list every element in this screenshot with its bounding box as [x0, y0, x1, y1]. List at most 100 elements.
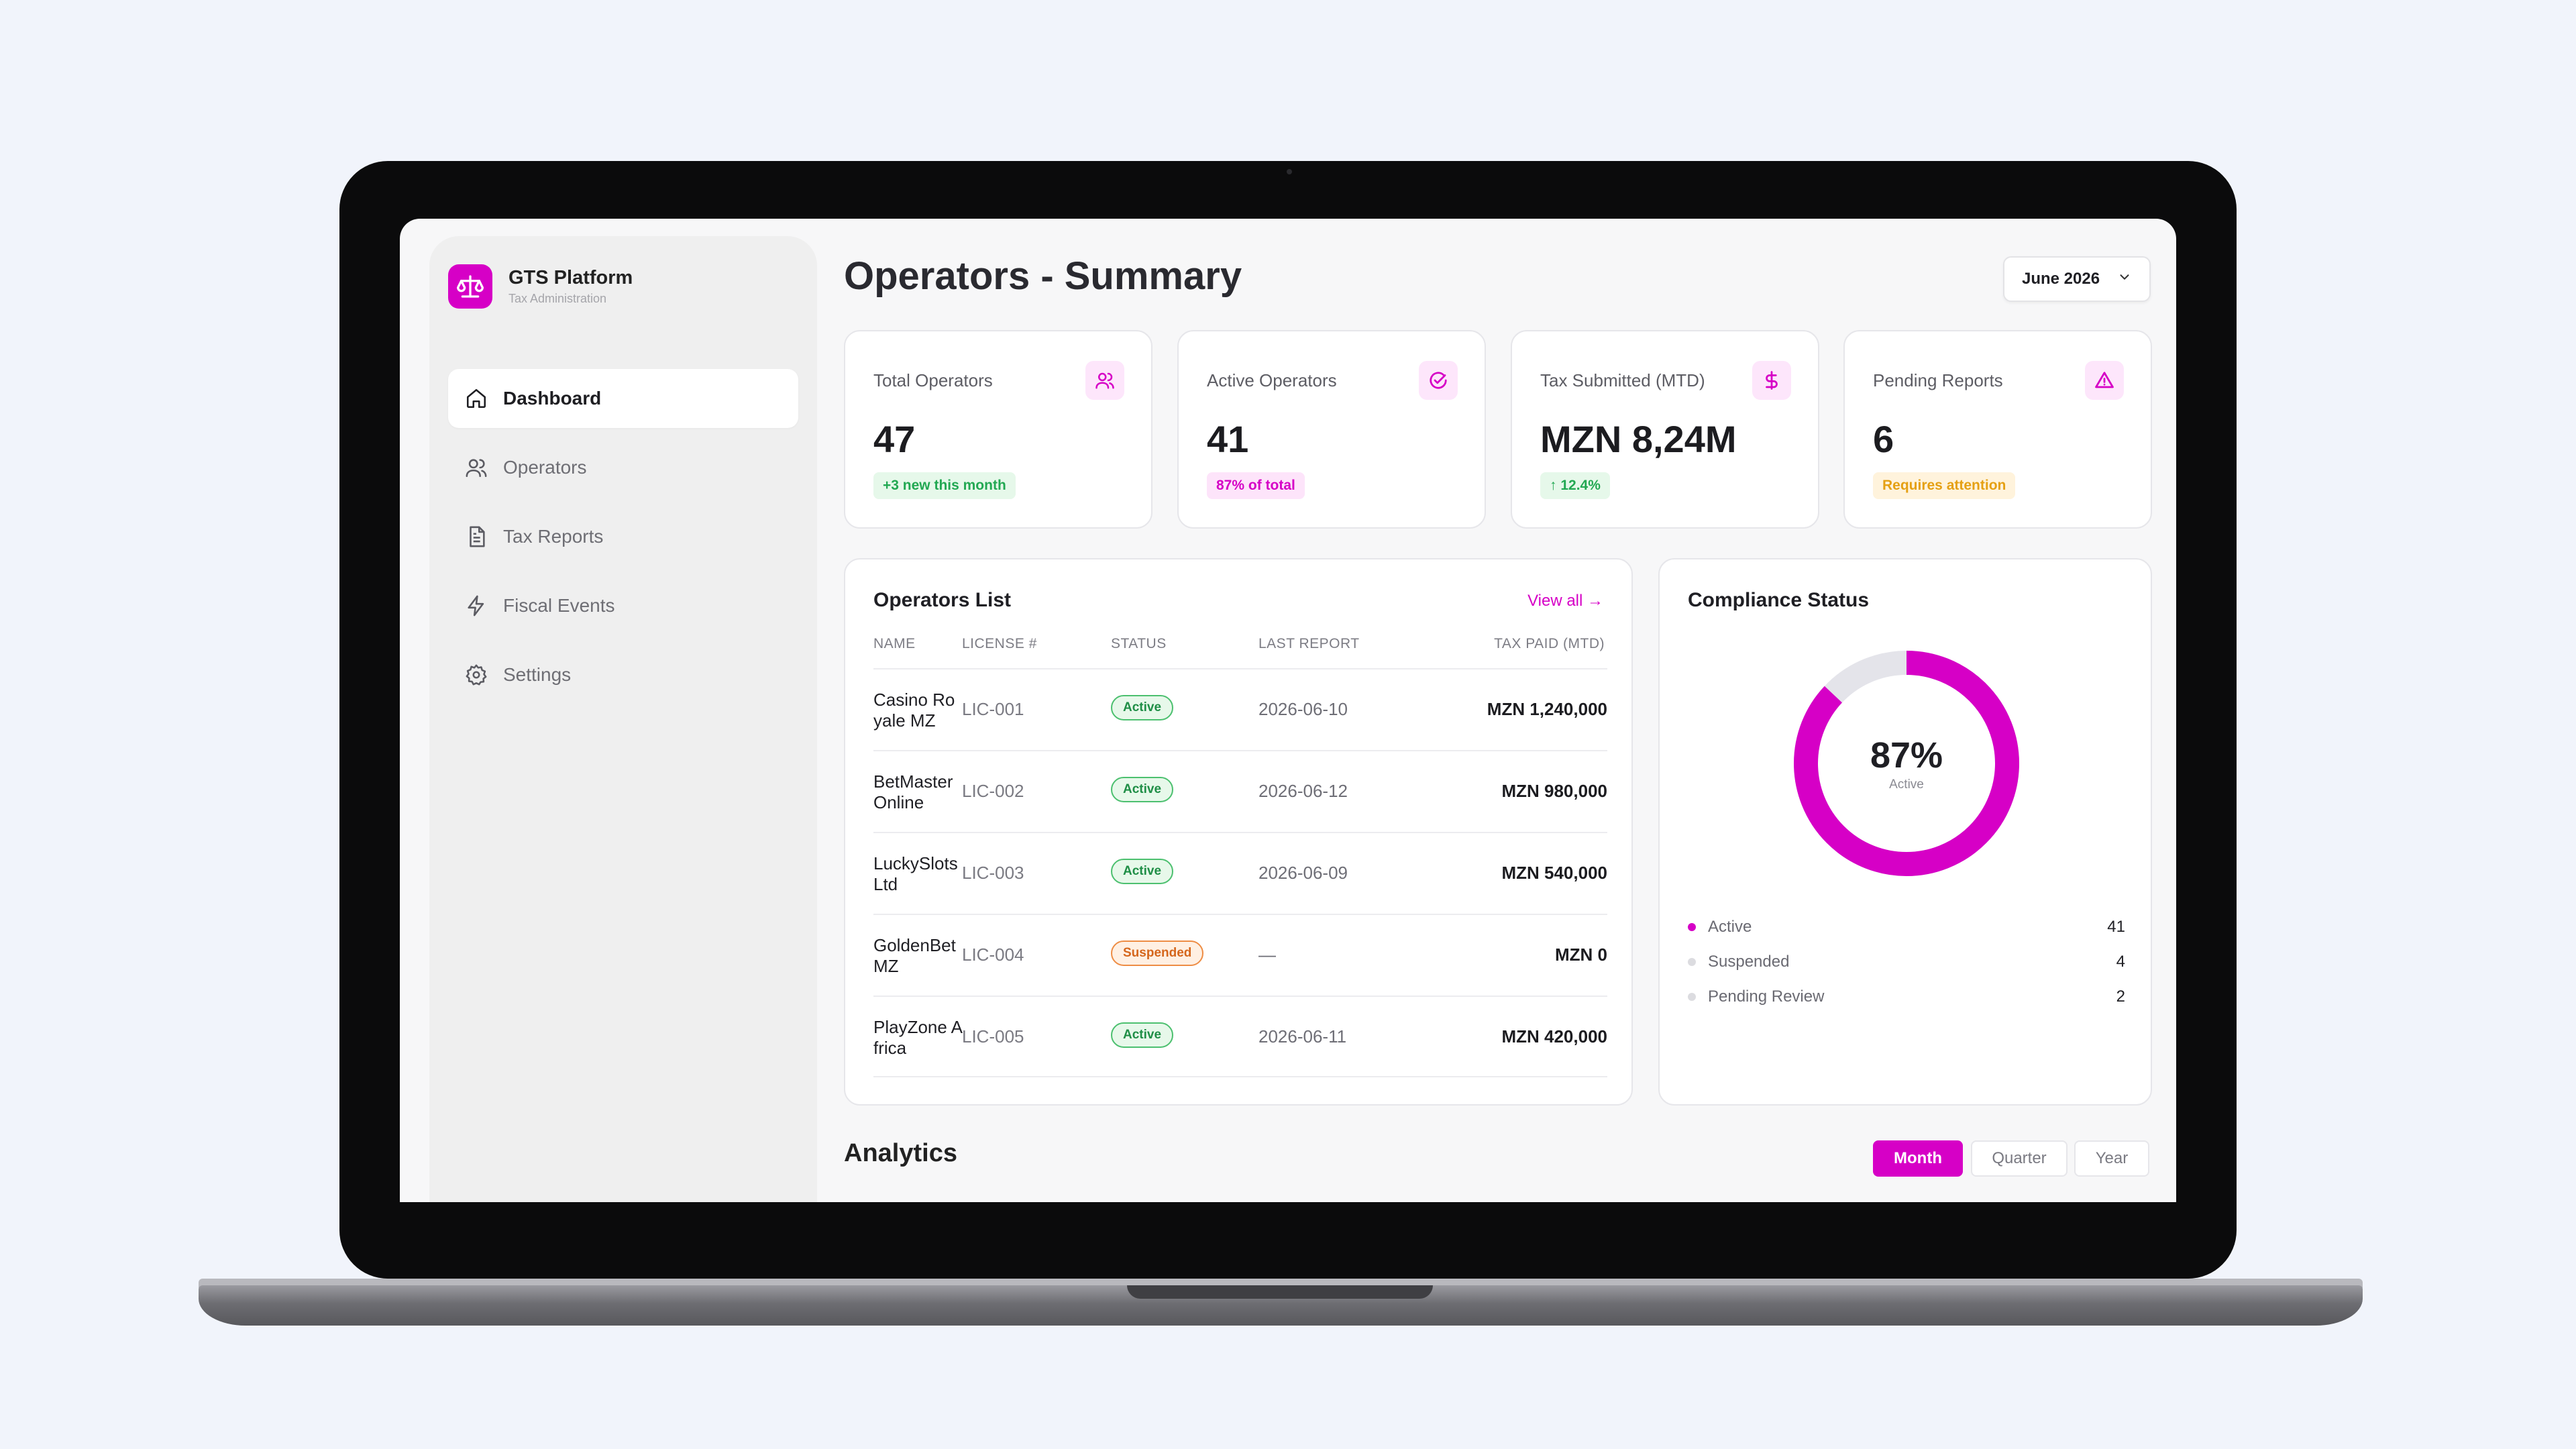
kpi-badge: Requires attention — [1873, 472, 2016, 499]
home-icon — [464, 386, 488, 411]
range-month-button[interactable]: Month — [1873, 1140, 1963, 1177]
column-header-license: LICENSE # — [962, 636, 1037, 651]
operator-license: LIC-004 — [962, 945, 1024, 965]
status-badge: Active — [1111, 777, 1174, 802]
page-title: Operators - Summary — [844, 254, 1242, 298]
app-screen: GTS Platform Tax Administration Dashboar… — [400, 219, 2176, 1202]
column-header-name: NAME — [873, 636, 916, 651]
brand: GTS Platform Tax Administration — [448, 264, 633, 309]
operator-name: GoldenBet MZ — [873, 935, 956, 976]
legend-dot — [1688, 923, 1696, 931]
document-icon — [464, 525, 488, 549]
legend-label: Pending Review — [1708, 987, 1825, 1006]
legend-item-pending-review: Pending Review 2 — [1688, 983, 2125, 1010]
kpi-value: 41 — [1207, 418, 1249, 460]
compliance-donut: 87% Active — [1794, 651, 2019, 876]
dollar-icon — [1752, 361, 1791, 400]
chevron-down-icon — [2117, 270, 2132, 289]
legend-dot — [1688, 993, 1696, 1001]
gear-icon — [464, 663, 488, 687]
kpi-card-active-operators: Active Operators 41 87% of total — [1177, 330, 1486, 529]
operator-name: BetMaster Online — [873, 771, 953, 812]
table-row[interactable]: Casino Royale MZ LIC-001 Active 2026-06-… — [873, 668, 1607, 750]
scale-icon — [448, 264, 492, 309]
compliance-percent-label: Active — [1889, 777, 1924, 792]
sidebar-item-label: Operators — [503, 457, 587, 478]
sidebar: GTS Platform Tax Administration Dashboar… — [429, 236, 817, 1202]
sidebar-item-label: Fiscal Events — [503, 595, 615, 616]
table-row[interactable]: GoldenBet MZ LIC-004 Suspended — MZN 0 — [873, 914, 1607, 996]
kpi-value: 6 — [1873, 418, 1894, 460]
range-quarter-button[interactable]: Quarter — [1971, 1140, 2068, 1177]
warning-icon — [2085, 361, 2124, 400]
legend-dot — [1688, 958, 1696, 966]
compliance-percent: 87% — [1870, 735, 1943, 775]
status-badge: Active — [1111, 859, 1174, 884]
status-badge: Active — [1111, 695, 1174, 720]
table-row[interactable]: LuckySlots Ltd LIC-003 Active 2026-06-09… — [873, 832, 1607, 914]
brand-title: GTS Platform — [508, 267, 633, 288]
kpi-card-total-operators: Total Operators 47 +3 new this month — [844, 330, 1152, 529]
operator-tax-paid: MZN 980,000 — [1501, 781, 1607, 801]
operator-name: PlayZone Africa — [873, 1017, 963, 1058]
legend-label: Active — [1708, 918, 1752, 936]
column-header-status: STATUS — [1111, 636, 1167, 651]
view-all-link[interactable]: View all → — [1527, 592, 1603, 610]
lightning-icon — [464, 594, 488, 618]
operator-tax-paid: MZN 0 — [1555, 945, 1607, 965]
kpi-badge: ↑ 12.4% — [1540, 472, 1610, 499]
table-row[interactable]: BetMaster Online LIC-002 Active 2026-06-… — [873, 750, 1607, 832]
compliance-title: Compliance Status — [1688, 589, 1870, 611]
legend-value: 2 — [2116, 987, 2125, 1006]
operator-tax-paid: MZN 420,000 — [1501, 1026, 1607, 1046]
sidebar-item-fiscal-events[interactable]: Fiscal Events — [448, 576, 798, 635]
sidebar-item-label: Tax Reports — [503, 526, 604, 547]
range-year-button[interactable]: Year — [2074, 1140, 2149, 1177]
users-icon — [464, 455, 488, 480]
operators-list-title: Operators List — [873, 589, 1012, 611]
status-badge: Suspended — [1111, 941, 1204, 966]
legend-item-active: Active 41 — [1688, 914, 2125, 941]
status-badge: Active — [1111, 1022, 1174, 1048]
kpi-card-tax-submitted: Tax Submitted (MTD) MZN 8,24M ↑ 12.4% — [1511, 330, 1819, 529]
column-header-tax-paid: TAX PAID (MTD) — [1494, 636, 1605, 651]
brand-subtitle: Tax Administration — [508, 292, 607, 305]
kpi-value: 47 — [873, 418, 916, 460]
operator-license: LIC-003 — [962, 863, 1024, 883]
donut-active-arc — [1794, 651, 2019, 876]
sidebar-item-label: Dashboard — [503, 388, 602, 409]
kpi-card-pending-reports: Pending Reports 6 Requires attention — [1843, 330, 2152, 529]
kpi-label: Pending Reports — [1873, 370, 2003, 390]
analytics-title: Analytics — [844, 1139, 957, 1167]
sidebar-item-settings[interactable]: Settings — [448, 645, 798, 704]
kpi-label: Total Operators — [873, 370, 993, 390]
operator-name: LuckySlots Ltd — [873, 853, 958, 894]
kpi-badge: 87% of total — [1207, 472, 1305, 499]
check-circle-icon — [1419, 361, 1458, 400]
operators-list-card: Operators List View all → NAME LICENSE #… — [844, 558, 1633, 1106]
kpi-label: Active Operators — [1207, 370, 1337, 390]
kpi-label: Tax Submitted (MTD) — [1540, 370, 1705, 390]
operator-tax-paid: MZN 540,000 — [1501, 863, 1607, 883]
column-header-last-report: LAST REPORT — [1258, 636, 1360, 651]
operator-last-report: 2026-06-12 — [1258, 781, 1348, 801]
laptop-notch — [1127, 1285, 1433, 1299]
kpi-badge: +3 new this month — [873, 472, 1016, 499]
kpi-value: MZN 8,24M — [1540, 418, 1737, 460]
operator-last-report: 2026-06-11 — [1258, 1026, 1347, 1046]
donut-chart — [1794, 651, 2019, 876]
operator-license: LIC-005 — [962, 1026, 1024, 1046]
table-row[interactable]: PlayZone Africa LIC-005 Active 2026-06-1… — [873, 996, 1607, 1077]
sidebar-item-tax-reports[interactable]: Tax Reports — [448, 507, 798, 566]
period-value: June 2026 — [2022, 270, 2100, 288]
users-icon — [1085, 361, 1124, 400]
operator-name: Casino Royale MZ — [873, 690, 955, 731]
compliance-status-card: Compliance Status 87% Active Active 41 S… — [1658, 558, 2152, 1106]
operator-license: LIC-001 — [962, 699, 1024, 719]
sidebar-item-operators[interactable]: Operators — [448, 438, 798, 497]
legend-label: Suspended — [1708, 953, 1790, 971]
sidebar-item-dashboard[interactable]: Dashboard — [448, 369, 798, 428]
operator-last-report: 2026-06-09 — [1258, 863, 1348, 883]
sidebar-item-label: Settings — [503, 664, 572, 685]
period-select[interactable]: June 2026 — [2003, 256, 2151, 302]
